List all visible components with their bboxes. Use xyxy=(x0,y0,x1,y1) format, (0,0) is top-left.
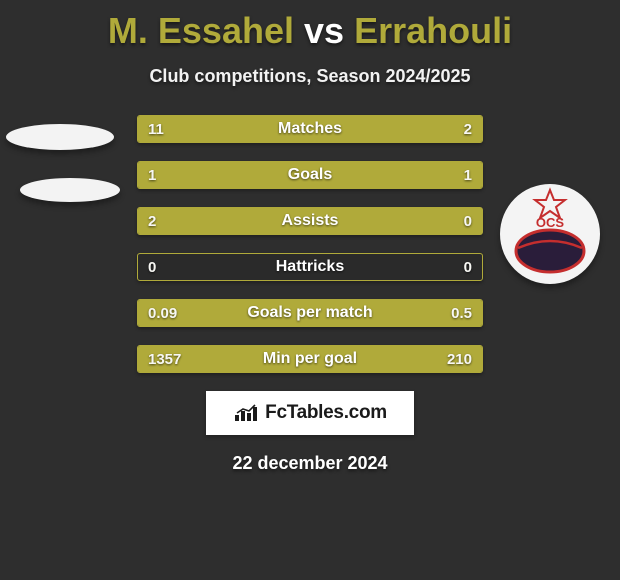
stats-container: 112Matches 11Goals 20Assists 00Hattricks 0.0… xyxy=(137,115,483,373)
stat-label: Min per goal xyxy=(138,346,482,372)
club-crest-icon: OCS xyxy=(500,184,600,284)
stat-label: Hattricks xyxy=(138,254,482,280)
stat-label: Goals xyxy=(138,162,482,188)
vs-label: vs xyxy=(304,10,344,51)
brand-text: FcTables.com xyxy=(265,402,387,424)
club-crest-label: OCS xyxy=(536,215,565,230)
brand-bars-icon xyxy=(233,403,261,423)
stat-label: Assists xyxy=(138,208,482,234)
player1-name: M. Essahel xyxy=(108,10,294,51)
subtitle: Club competitions, Season 2024/2025 xyxy=(0,66,620,87)
stat-row: 1357210Min per goal xyxy=(137,345,483,373)
stat-row: 20Assists xyxy=(137,207,483,235)
right-club-badge: OCS xyxy=(500,184,600,284)
stat-label: Matches xyxy=(138,116,482,142)
stat-row: 11Goals xyxy=(137,161,483,189)
brand-box: FcTables.com xyxy=(206,391,414,435)
date-label: 22 december 2024 xyxy=(0,453,620,474)
comparison-title: M. Essahel vs Errahouli xyxy=(0,0,620,52)
left-ellipse-2 xyxy=(20,178,120,202)
left-ellipse-1 xyxy=(6,124,114,150)
stat-row: 00Hattricks xyxy=(137,253,483,281)
stat-row: 0.090.5Goals per match xyxy=(137,299,483,327)
stat-row: 112Matches xyxy=(137,115,483,143)
stat-label: Goals per match xyxy=(138,300,482,326)
player2-name: Errahouli xyxy=(354,10,512,51)
